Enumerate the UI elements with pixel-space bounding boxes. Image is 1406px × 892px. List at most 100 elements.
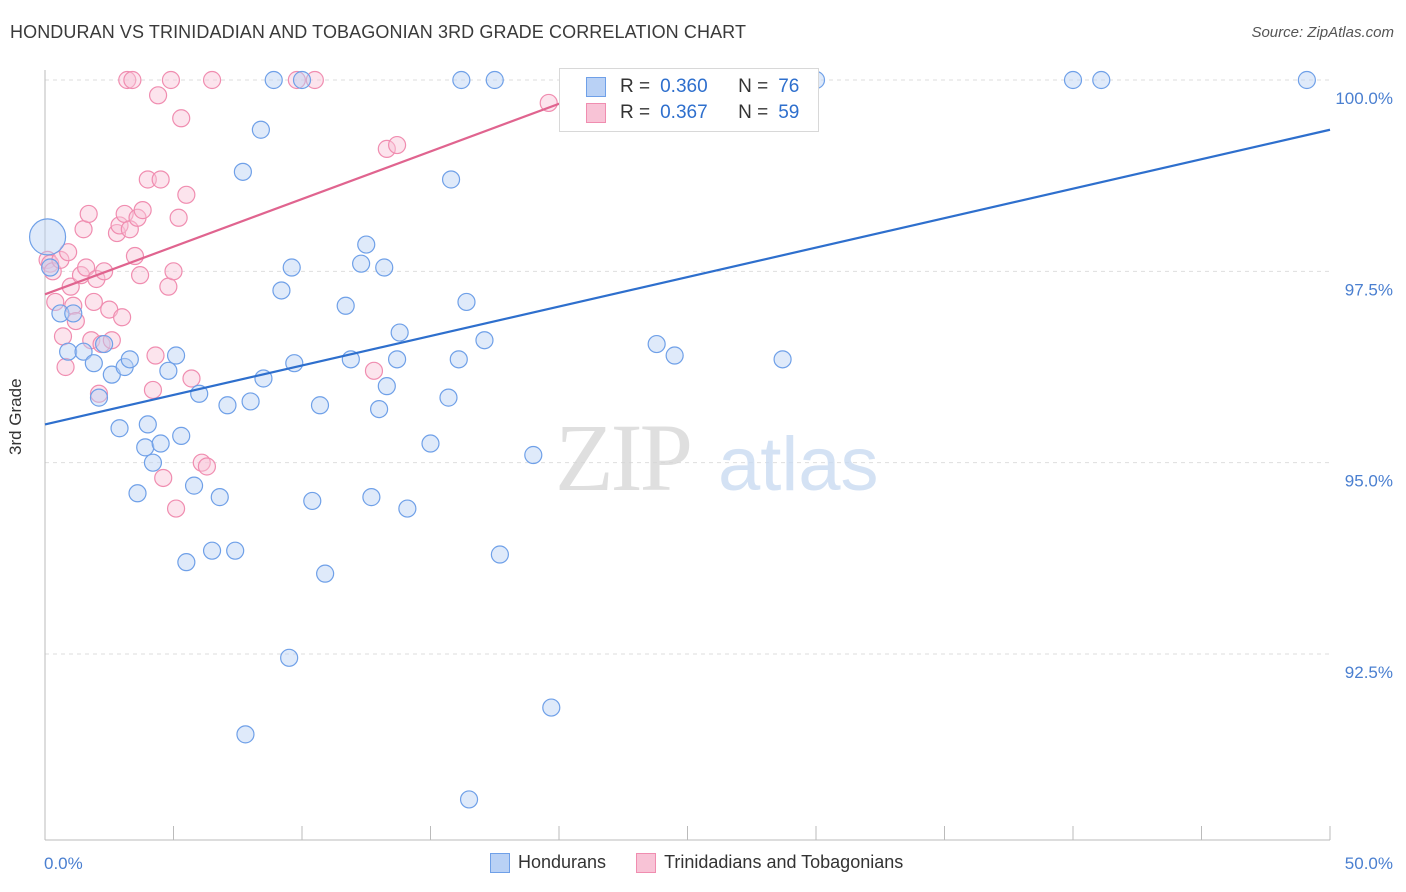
point-trinidadians [287, 70, 306, 90]
tick-labels: 100.0% 97.5% 95.0% 92.5% 0.0% 50.0% [44, 89, 1393, 873]
point-hondurans [28, 218, 67, 256]
point-hondurans [475, 331, 494, 350]
legend-r-value-pink: 0.367 [660, 102, 708, 123]
point-trinidadians [118, 70, 137, 90]
point-hondurans [542, 698, 561, 717]
point-hondurans [89, 388, 109, 407]
legend-label-trinidadians: Trinidadians and Tobagonians [664, 852, 904, 872]
legend-n-value-pink: 59 [778, 102, 800, 123]
point-hondurans [172, 426, 191, 445]
chart-source: Source: ZipAtlas.com [1251, 24, 1394, 41]
point-hondurans [303, 491, 322, 511]
point-trinidadians [56, 357, 75, 377]
legend-n-label: N = [738, 102, 769, 123]
point-hondurans [226, 541, 245, 560]
point-hondurans [74, 342, 93, 361]
y-tick-label: 97.5% [1345, 280, 1393, 299]
point-trinidadians [123, 70, 142, 90]
point-hondurans [457, 292, 476, 312]
point-hondurans [136, 438, 155, 457]
legend-swatch-blue [490, 852, 510, 873]
point-hondurans [95, 334, 114, 354]
point-hondurans [218, 396, 237, 415]
point-trinidadians [59, 243, 78, 262]
legend-item-hondurans[interactable]: Hondurans [490, 852, 606, 873]
point-hondurans [377, 377, 396, 396]
legend-row-hondurans: R = 0.360 N = 76 [586, 76, 799, 98]
point-trinidadians [143, 380, 163, 400]
point-trinidadians [148, 86, 168, 105]
point-hondurans [184, 476, 204, 495]
legend-r-label: R = [620, 76, 651, 97]
legend-bottom: Hondurans Trinidadians and Tobagonians [490, 852, 933, 873]
point-hondurans [370, 399, 389, 419]
point-hondurans [357, 235, 376, 254]
point-hondurans [233, 162, 252, 181]
legend-swatch-pink [586, 103, 606, 123]
point-trinidadians [138, 170, 157, 189]
legend-swatch-pink [636, 852, 657, 873]
legend-n-label: N = [738, 76, 769, 97]
point-hondurans [459, 790, 479, 809]
point-hondurans [439, 388, 458, 407]
y-tick-label: 95.0% [1345, 472, 1393, 491]
point-hondurans [151, 434, 170, 453]
point-hondurans [485, 70, 504, 90]
point-trinidadians [133, 201, 152, 220]
legend-swatch-blue [586, 77, 606, 97]
point-trinidadians [79, 204, 98, 224]
point-hondurans [84, 354, 103, 373]
point-trinidadians [377, 139, 396, 158]
trend-lines [44, 78, 1331, 426]
point-hondurans [1297, 70, 1316, 90]
point-hondurans [251, 120, 270, 139]
point-hondurans [352, 254, 371, 273]
point-trinidadians [130, 266, 150, 285]
legend-top: R = 0.360 N = 76 R = 0.367 N = 59 [559, 68, 819, 132]
point-hondurans [64, 304, 83, 323]
point-hondurans [398, 499, 417, 518]
point-hondurans [51, 304, 70, 323]
point-trinidadians [110, 216, 129, 235]
point-trinidadians [197, 457, 217, 476]
point-hondurans [264, 70, 283, 90]
point-hondurans [41, 258, 60, 277]
point-trinidadians [154, 468, 173, 488]
point-hondurans [390, 323, 409, 342]
point-hondurans [387, 350, 407, 369]
point-hondurans [449, 350, 468, 369]
point-hondurans [236, 725, 255, 744]
point-hondurans [490, 545, 509, 564]
legend-item-trinidadians[interactable]: Trinidadians and Tobagonians [636, 852, 903, 873]
point-hondurans [452, 70, 471, 90]
point-trinidadians [159, 277, 178, 296]
point-hondurans [272, 281, 291, 300]
point-trinidadians [46, 292, 65, 312]
point-hondurans [177, 553, 196, 572]
trend-line-trinidadians [44, 78, 624, 296]
point-hondurans [375, 258, 394, 277]
point-hondurans [421, 434, 440, 453]
legend-r-value-blue: 0.360 [660, 76, 708, 97]
point-trinidadians [387, 135, 407, 155]
point-hondurans [138, 415, 157, 434]
point-trinidadians [51, 250, 70, 269]
point-trinidadians [305, 70, 324, 90]
point-hondurans [310, 396, 330, 415]
point-hondurans [143, 453, 163, 472]
point-hondurans [316, 564, 335, 583]
point-hondurans [1092, 70, 1111, 90]
point-trinidadians [169, 208, 188, 227]
series-hondurans [28, 70, 1316, 809]
x-tick-label: 0.0% [44, 854, 83, 873]
point-trinidadians [74, 220, 93, 239]
point-hondurans [128, 484, 147, 503]
point-hondurans [665, 346, 684, 365]
point-hondurans [159, 361, 178, 380]
legend-r-label: R = [620, 102, 651, 123]
point-hondurans [441, 170, 461, 189]
point-hondurans [59, 342, 78, 361]
point-trinidadians [202, 70, 222, 90]
point-hondurans [292, 70, 312, 90]
